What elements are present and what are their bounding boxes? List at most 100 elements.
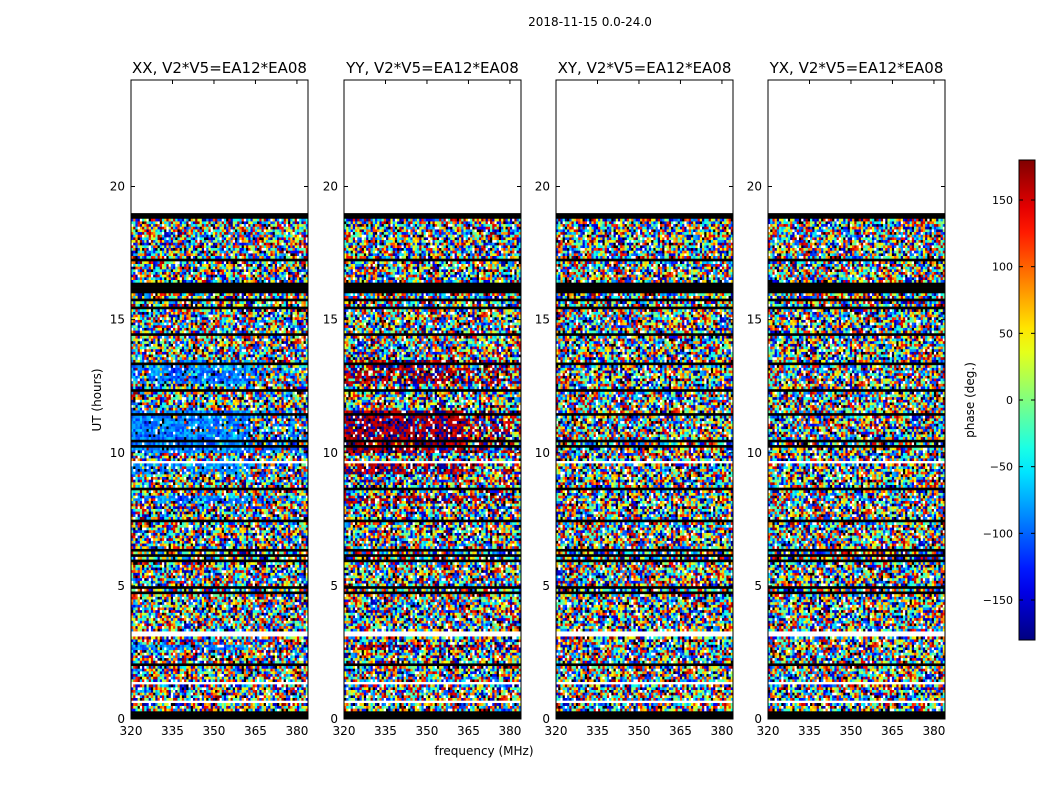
heatmap-cell	[153, 676, 156, 679]
heatmap-cell	[162, 690, 165, 693]
heatmap-cell	[257, 666, 260, 669]
heatmap-cell	[215, 666, 218, 669]
heatmap-cell	[277, 660, 280, 663]
heatmap-cell	[273, 692, 276, 695]
heatmap-cell	[226, 623, 229, 626]
heatmap-cell	[217, 671, 220, 674]
heatmap-cell	[277, 698, 280, 701]
heatmap-cell	[184, 605, 187, 608]
heatmap-cell	[233, 650, 236, 653]
heatmap-cell	[202, 695, 205, 698]
heatmap-cell	[304, 692, 307, 695]
heatmap-cell	[231, 690, 234, 693]
heatmap-cell	[217, 652, 220, 655]
heatmap-cell	[206, 679, 209, 682]
heatmap-cell	[222, 671, 225, 674]
heatmap-cell	[133, 618, 136, 621]
heatmap-cell	[133, 615, 136, 618]
heatmap-cell	[273, 615, 276, 618]
heatmap-cell	[189, 703, 192, 706]
heatmap-cell	[226, 698, 229, 701]
heatmap-cell	[250, 660, 253, 663]
heatmap-cell	[281, 658, 284, 661]
heatmap-cell	[202, 703, 205, 706]
heatmap-cell	[135, 642, 138, 645]
heatmap-cell	[268, 647, 271, 650]
heatmap-cell	[257, 628, 260, 631]
heatmap-cell	[208, 607, 211, 610]
heatmap-cell	[295, 618, 298, 621]
heatmap-cell	[275, 687, 278, 690]
heatmap-cell	[173, 708, 176, 711]
heatmap-cell	[231, 650, 234, 653]
heatmap-cell	[186, 695, 189, 698]
heatmap-cell	[144, 610, 147, 613]
heatmap-cell	[248, 660, 251, 663]
heatmap-cell	[138, 628, 141, 631]
heatmap-cell	[177, 660, 180, 663]
heatmap-cell	[202, 639, 205, 642]
heatmap-cell	[191, 660, 194, 663]
heatmap-cell	[166, 607, 169, 610]
heatmap-cell	[206, 644, 209, 647]
heatmap-cell	[255, 626, 258, 629]
heatmap-cell	[286, 676, 289, 679]
heatmap-cell	[164, 610, 167, 613]
heatmap-cell	[244, 679, 247, 682]
heatmap-cell	[255, 660, 258, 663]
heatmap-cell	[279, 618, 282, 621]
heatmap-cell	[140, 626, 143, 629]
heatmap-cell	[202, 674, 205, 677]
heatmap-cell	[138, 687, 141, 690]
heatmap-cell	[144, 684, 147, 687]
heatmap-cell	[248, 703, 251, 706]
heatmap-cell	[175, 636, 178, 639]
heatmap-cell	[299, 613, 302, 616]
heatmap-cell	[297, 698, 300, 701]
heatmap-cell	[211, 679, 214, 682]
heatmap-cell	[197, 628, 200, 631]
heatmap-cell	[235, 690, 238, 693]
heatmap-cell	[208, 610, 211, 613]
heatmap-cell	[279, 628, 282, 631]
heatmap-cell	[273, 655, 276, 658]
heatmap-cell	[233, 687, 236, 690]
heatmap-cell	[284, 708, 287, 711]
heatmap-cell	[144, 642, 147, 645]
heatmap-cell	[297, 690, 300, 693]
heatmap-cell	[160, 695, 163, 698]
heatmap-cell	[242, 644, 245, 647]
heatmap-cell	[242, 660, 245, 663]
heatmap-cell	[149, 674, 152, 677]
heatmap-cell	[242, 605, 245, 608]
heatmap-cell	[149, 684, 152, 687]
heatmap-cell	[217, 660, 220, 663]
heatmap-cell	[160, 623, 163, 626]
heatmap-cell	[288, 658, 291, 661]
heatmap-cell	[242, 679, 245, 682]
heatmap-cell	[138, 674, 141, 677]
heatmap-cell	[191, 679, 194, 682]
heatmap-cell	[246, 613, 249, 616]
heatmap-cell	[293, 623, 296, 626]
heatmap-cell	[273, 658, 276, 661]
heatmap-cell	[213, 703, 216, 706]
heatmap-cell	[162, 706, 165, 709]
heatmap-cell	[153, 679, 156, 682]
heatmap-cell	[184, 613, 187, 616]
heatmap-cell	[226, 687, 229, 690]
heatmap-cell	[202, 626, 205, 629]
heatmap-cell	[299, 639, 302, 642]
heatmap-cell	[204, 684, 207, 687]
heatmap-cell	[166, 618, 169, 621]
heatmap-cell	[215, 618, 218, 621]
heatmap-cell	[208, 615, 211, 618]
heatmap-cell	[299, 607, 302, 610]
heatmap-cell	[304, 650, 307, 653]
heatmap-cell	[222, 605, 225, 608]
heatmap-cell	[262, 650, 265, 653]
heatmap-cell	[166, 674, 169, 677]
heatmap-cell	[162, 610, 165, 613]
heatmap-cell	[206, 610, 209, 613]
heatmap-cell	[202, 615, 205, 618]
